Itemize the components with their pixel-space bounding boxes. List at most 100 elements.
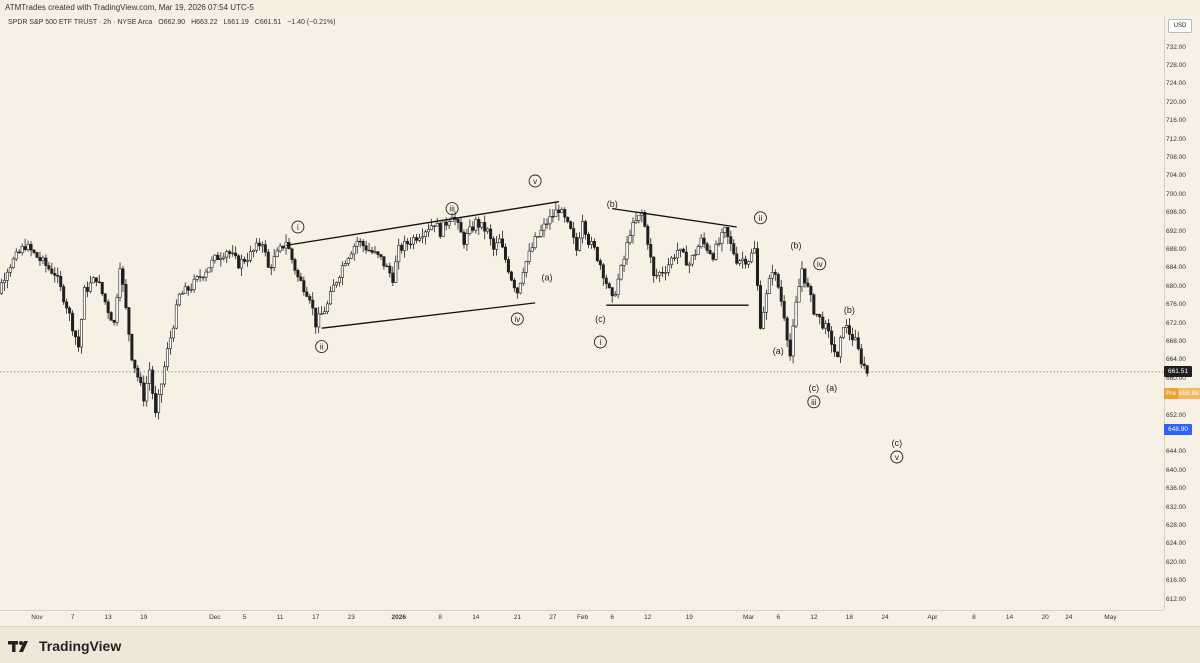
price-tick-label: 732.00: [1166, 43, 1186, 51]
candle-body: [177, 293, 181, 306]
candle-body: [20, 246, 24, 253]
wave-label-circle: [510, 312, 524, 326]
candle-body: [59, 276, 63, 287]
tradingview-logo[interactable]: TradingView: [8, 637, 121, 655]
candle-body: [337, 277, 341, 283]
wave-labels: iiiiiiivv(b)(a)(c)iii(b)iv(a)(c)iii(b)(a…: [291, 174, 904, 464]
candle-body: [275, 250, 279, 257]
price-tick-label: 716.00: [1166, 117, 1186, 125]
candle-body: [773, 272, 777, 275]
candle-body: [29, 244, 33, 251]
candle-body: [269, 266, 273, 269]
candle-body: [649, 244, 653, 258]
candle-body: [661, 272, 665, 274]
candle-body: [77, 336, 81, 348]
candle-body: [548, 216, 552, 225]
wave-label: (b): [844, 305, 855, 315]
candle-body: [246, 260, 250, 262]
candle-body: [240, 258, 244, 269]
time-tick-label: 19: [685, 614, 693, 621]
candle-body: [578, 237, 582, 251]
candle-body: [628, 235, 632, 244]
price-axis[interactable]: [1164, 16, 1200, 610]
price-chart[interactable]: iiiiiiivv(b)(a)(c)iii(b)iv(a)(c)iii(b)(a…: [0, 16, 1164, 610]
change-value: −1.40 (−0.21%): [287, 19, 336, 26]
candle-body: [192, 278, 196, 290]
candle-body: [806, 282, 810, 287]
price-tick-label: 644.00: [1166, 448, 1186, 456]
candle-body: [782, 301, 786, 319]
candle-body: [584, 221, 588, 235]
candle-body: [827, 323, 831, 332]
candle-body: [747, 261, 751, 265]
candle-body: [545, 223, 549, 225]
candle-body: [655, 274, 659, 277]
candle-body: [263, 244, 267, 253]
candle-body: [157, 394, 161, 413]
chart-area[interactable]: i ii iii iv v (b) (a) (c) i ii (b) iv (a) (c) iii (b) (a…: [0, 16, 1164, 610]
wave-label: i: [297, 223, 299, 232]
candle-body: [403, 240, 407, 251]
candle-body: [266, 251, 270, 268]
candle-body: [100, 282, 104, 295]
wave-label-circle: [445, 202, 459, 216]
wave-label: ii: [759, 214, 763, 223]
candle-body: [726, 227, 730, 238]
candle-body: [302, 280, 306, 293]
candle-body: [625, 242, 629, 260]
candle-body: [797, 286, 801, 303]
candle-body: [610, 287, 614, 297]
time-tick-label: 18: [845, 614, 854, 621]
candle-body: [53, 273, 57, 276]
candle-body: [130, 333, 134, 361]
candle-body: [785, 317, 789, 341]
candle-body: [222, 256, 226, 259]
candle-body: [720, 232, 724, 244]
candle-body: [477, 219, 481, 228]
candle-body: [705, 243, 709, 251]
time-axis[interactable]: [0, 610, 1164, 627]
trendlines[interactable]: [285, 201, 749, 329]
candle-body: [563, 209, 567, 218]
price-tick-label: 672.00: [1166, 319, 1186, 327]
candle-body: [604, 277, 608, 284]
tradingview-logo-icon: [8, 639, 34, 653]
candle-body: [471, 226, 475, 231]
symbol-legend[interactable]: SPDR S&P 500 ETF TRUST · 2h · NYSE Arca …: [8, 19, 339, 26]
time-tick-label: 17: [312, 614, 320, 621]
candle-body: [468, 226, 472, 234]
candle-body: [459, 222, 463, 233]
candle-body: [415, 237, 419, 241]
currency-button[interactable]: USD: [1168, 19, 1192, 33]
symbol-title[interactable]: SPDR S&P 500 ETF TRUST · 2h · NYSE Arca: [8, 19, 153, 26]
candle-body: [646, 225, 650, 245]
candle-body: [183, 286, 187, 294]
candle-body: [812, 294, 816, 315]
candle-body: [678, 248, 682, 251]
candle-body: [112, 320, 116, 323]
candle-body: [658, 272, 662, 276]
price-tick-label: 704.00: [1166, 172, 1186, 180]
candle-body: [788, 339, 792, 357]
premarket-label: Pre: [1164, 387, 1178, 399]
candle-body: [729, 236, 733, 244]
candle-body: [343, 263, 347, 267]
candle-body: [186, 286, 190, 291]
wave-label-circle: [528, 174, 542, 188]
candle-body: [761, 311, 765, 329]
candle-body: [518, 282, 522, 294]
candle-body: [575, 237, 579, 251]
candle-body: [228, 251, 232, 254]
candle-body: [23, 246, 27, 250]
candle-body: [248, 251, 252, 261]
candle-body: [367, 249, 371, 252]
time-tick-label: Mar: [742, 614, 755, 621]
price-tick-label: 620.00: [1166, 558, 1186, 566]
candle-body: [352, 245, 356, 255]
wave-label-circle: [754, 211, 767, 225]
target-price-value: 648.90: [1168, 426, 1188, 434]
price-tick-label: 700.00: [1166, 190, 1186, 198]
candle-body: [296, 270, 300, 278]
price-tick-label: 724.00: [1166, 80, 1186, 88]
candle-body: [483, 222, 487, 232]
